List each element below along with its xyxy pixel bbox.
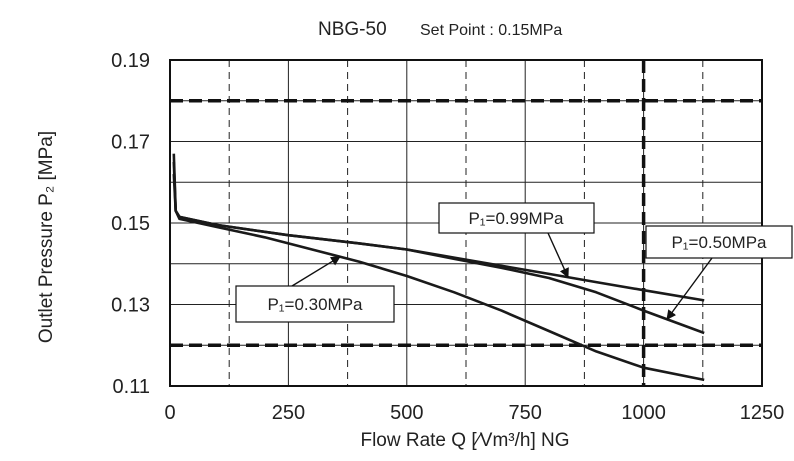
- y-tick-label: 0.13: [111, 295, 150, 317]
- x-tick-label: 250: [272, 402, 305, 424]
- limit-lines: [170, 60, 762, 386]
- chart-title: NBG-50: [318, 19, 387, 40]
- x-tick-label: 1250: [740, 402, 785, 424]
- callout-label: P₁=0.99MPa: [468, 209, 564, 228]
- callouts: P₁=0.99MPa P₁=0.50MPa P₁=0.30MPa: [235, 202, 793, 323]
- y-tick-labels: 0.19 0.17 0.15 0.13 0.11: [111, 50, 150, 398]
- series-line-3: [172, 174, 705, 382]
- callout-box: [235, 285, 395, 323]
- x-tick-label: 0: [164, 402, 175, 424]
- callout-arrow: [666, 257, 713, 321]
- y-tick-label: 0.11: [113, 376, 150, 398]
- callout-box: [438, 202, 595, 234]
- chart-subtitle: Set Point : 0.15MPa: [420, 22, 562, 39]
- callout-box: [645, 225, 793, 259]
- series-group: [172, 153, 705, 382]
- x-axis-label: Flow Rate Q [∕Vm³/h] NG: [360, 430, 569, 451]
- callout-label: P₁=0.50MPa: [671, 233, 767, 252]
- y-axis-label: Outlet Pressure P₂ [MPa]: [36, 131, 57, 343]
- y-tick-label: 0.17: [111, 132, 150, 154]
- x-tick-label: 500: [390, 402, 423, 424]
- callout-arrow: [547, 232, 569, 279]
- x-tick-label: 750: [509, 402, 542, 424]
- y-tick-label: 0.15: [111, 213, 150, 235]
- plot-frame: [169, 59, 763, 387]
- x-tick-labels: 0 250 500 750 1000 1250: [164, 402, 784, 424]
- callout-label: P₁=0.30MPa: [267, 295, 363, 314]
- callout-arrow: [291, 256, 341, 287]
- x-tick-label: 1000: [621, 402, 666, 424]
- y-tick-label: 0.19: [111, 50, 150, 72]
